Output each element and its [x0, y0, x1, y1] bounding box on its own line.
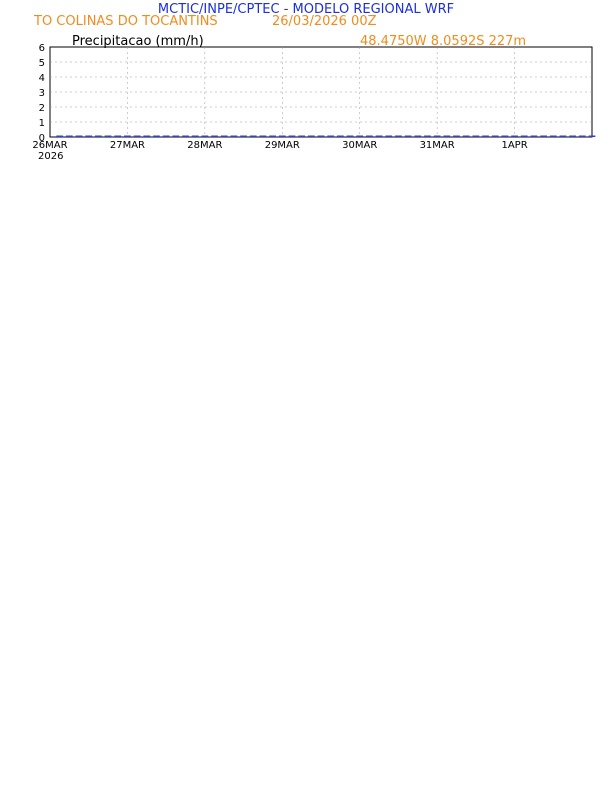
precip-bar — [307, 135, 315, 137]
precip-bar — [75, 135, 83, 137]
precip-bar — [104, 135, 112, 137]
run-label: 26/03/2026 00Z — [272, 14, 377, 29]
precip-bar — [172, 135, 180, 137]
coords-label: 48.4750W 8.0592S 227m — [360, 34, 526, 49]
precip-bar — [501, 135, 509, 137]
precip-bar — [433, 135, 441, 137]
precip-ytick-label: 1 — [39, 118, 45, 129]
precip-bar — [336, 135, 344, 137]
precip-bar — [114, 135, 122, 137]
precip-xtick-label: 26MAR — [32, 140, 67, 151]
precip-bar — [95, 135, 102, 137]
precip-bar — [143, 135, 151, 137]
precip-bar — [220, 135, 228, 137]
precip-bar — [443, 135, 451, 137]
precip-bar — [249, 135, 257, 137]
precip-bar — [588, 135, 596, 137]
location-label: TO COLINAS DO TOCANTINS — [33, 14, 218, 29]
precip-xtick-label: 29MAR — [265, 140, 300, 151]
precip-bar — [540, 135, 547, 137]
precip-bar — [385, 135, 393, 137]
precip-bar — [327, 135, 335, 137]
precip-bar — [375, 135, 383, 137]
precip-bar — [201, 135, 209, 137]
precip-xtick-label: 28MAR — [187, 140, 222, 151]
precip-bar — [317, 135, 325, 137]
precip-bar — [569, 135, 577, 137]
precip-bar — [491, 135, 499, 137]
precip-bar — [182, 135, 189, 137]
precip-bar — [278, 135, 286, 137]
precip-bar — [482, 135, 489, 137]
precip-bar — [191, 135, 199, 137]
precip-year-label: 2026 — [38, 151, 63, 162]
figure-title: MCTIC/INPE/CPTEC - MODELO REGIONAL WRF — [158, 2, 454, 17]
precip-bar — [211, 135, 218, 137]
precip-bar — [133, 135, 141, 137]
precip-bar — [549, 135, 557, 137]
precip-bar — [153, 135, 160, 137]
precip-bar — [472, 135, 480, 137]
precip-bar — [162, 135, 170, 137]
precip-ytick-label: 4 — [39, 73, 45, 84]
precip-bar — [366, 135, 373, 137]
precip-xtick-label: 27MAR — [110, 140, 145, 151]
precip-ytick-label: 3 — [39, 88, 45, 99]
precip-ytick-label: 0 — [39, 133, 45, 144]
precip-bar — [414, 135, 422, 137]
precip-bar — [259, 135, 267, 137]
precip-xtick-label: 1APR — [501, 140, 527, 151]
precip-bar — [230, 135, 238, 137]
precip-bar — [298, 135, 306, 137]
precip-bar — [520, 135, 528, 137]
precip-bar — [356, 135, 364, 137]
precip-xtick-label: 30MAR — [342, 140, 377, 151]
precip-ytick-label: 2 — [39, 103, 45, 114]
precip-bar — [462, 135, 470, 137]
precip-ytick-label: 5 — [39, 58, 45, 69]
precip-bar — [578, 135, 586, 137]
precip-bar — [269, 135, 276, 137]
precip-bar — [240, 135, 247, 137]
precip-bar — [346, 135, 354, 137]
precip-bar — [65, 135, 73, 137]
precip-bar — [530, 135, 538, 137]
precip-bar — [424, 135, 431, 137]
precip-bar — [85, 135, 93, 137]
precip-bar — [404, 135, 412, 137]
precip-bar — [288, 135, 296, 137]
precip-bar — [56, 135, 64, 137]
precip-title: Precipitacao (mm/h) — [72, 34, 204, 49]
precip-bar — [124, 135, 131, 137]
precip-xtick-label: 31MAR — [420, 140, 455, 151]
precip-bar — [511, 135, 518, 137]
precip-bar — [453, 135, 460, 137]
precip-ytick-label: 6 — [39, 43, 45, 54]
precip-bar — [559, 135, 567, 137]
precip-bar — [395, 135, 402, 137]
